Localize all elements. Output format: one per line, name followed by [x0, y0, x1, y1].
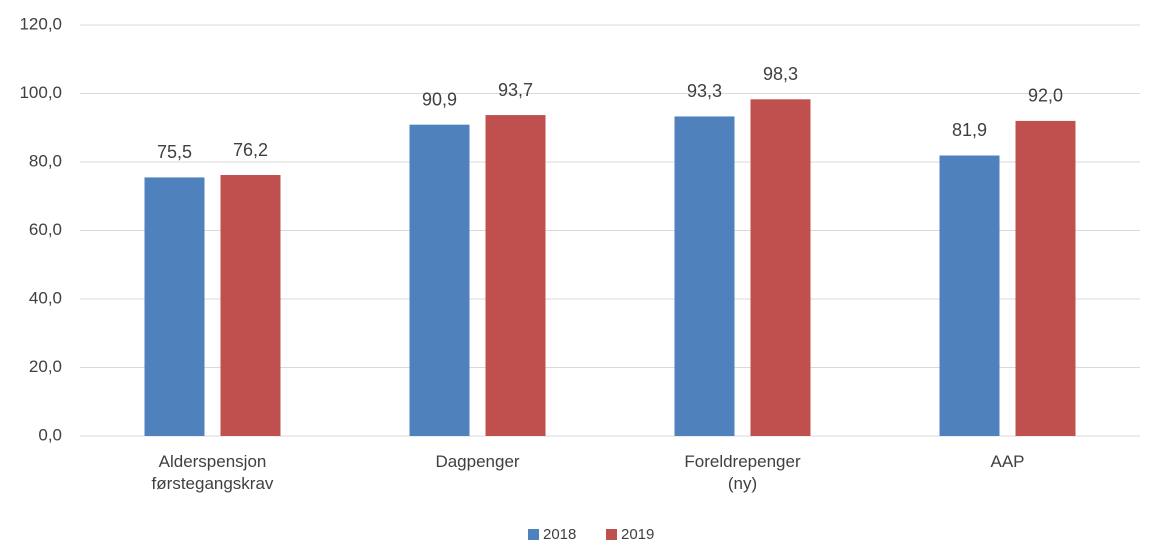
data-label: 76,2: [233, 140, 268, 160]
bar: [1015, 120, 1076, 437]
data-label: 90,9: [422, 89, 457, 109]
legend-swatch: [606, 529, 617, 540]
bar: [144, 177, 205, 436]
x-tick-label: Foreldrepenger (ny): [684, 452, 801, 493]
y-tick-label: 80,0: [29, 151, 62, 170]
y-tick-label: 100,0: [19, 83, 62, 102]
legend-label: 2018: [543, 526, 576, 543]
data-label: 81,9: [952, 120, 987, 140]
legend-label: 2019: [621, 526, 654, 543]
x-tick-label: Alderspensjon førstegangskrav: [152, 452, 274, 493]
bar: [409, 124, 470, 436]
legend-swatch: [528, 529, 539, 540]
data-label: 92,0: [1028, 86, 1063, 106]
bar: [485, 115, 546, 436]
data-label: 75,5: [157, 142, 192, 162]
y-tick-label: 120,0: [19, 14, 62, 33]
data-label: 98,3: [763, 64, 798, 84]
data-label: 93,3: [687, 81, 722, 101]
data-label: 93,7: [498, 80, 533, 100]
y-tick-label: 20,0: [29, 357, 62, 376]
bar: [220, 175, 281, 436]
y-tick-label: 40,0: [29, 288, 62, 307]
bar: [674, 116, 735, 436]
bar: [939, 155, 1000, 436]
x-tick-label: Dagpenger: [435, 452, 519, 471]
bar: [750, 99, 811, 436]
x-tick-label: AAP: [990, 452, 1024, 471]
y-tick-label: 60,0: [29, 220, 62, 239]
y-tick-label: 0,0: [38, 425, 62, 444]
